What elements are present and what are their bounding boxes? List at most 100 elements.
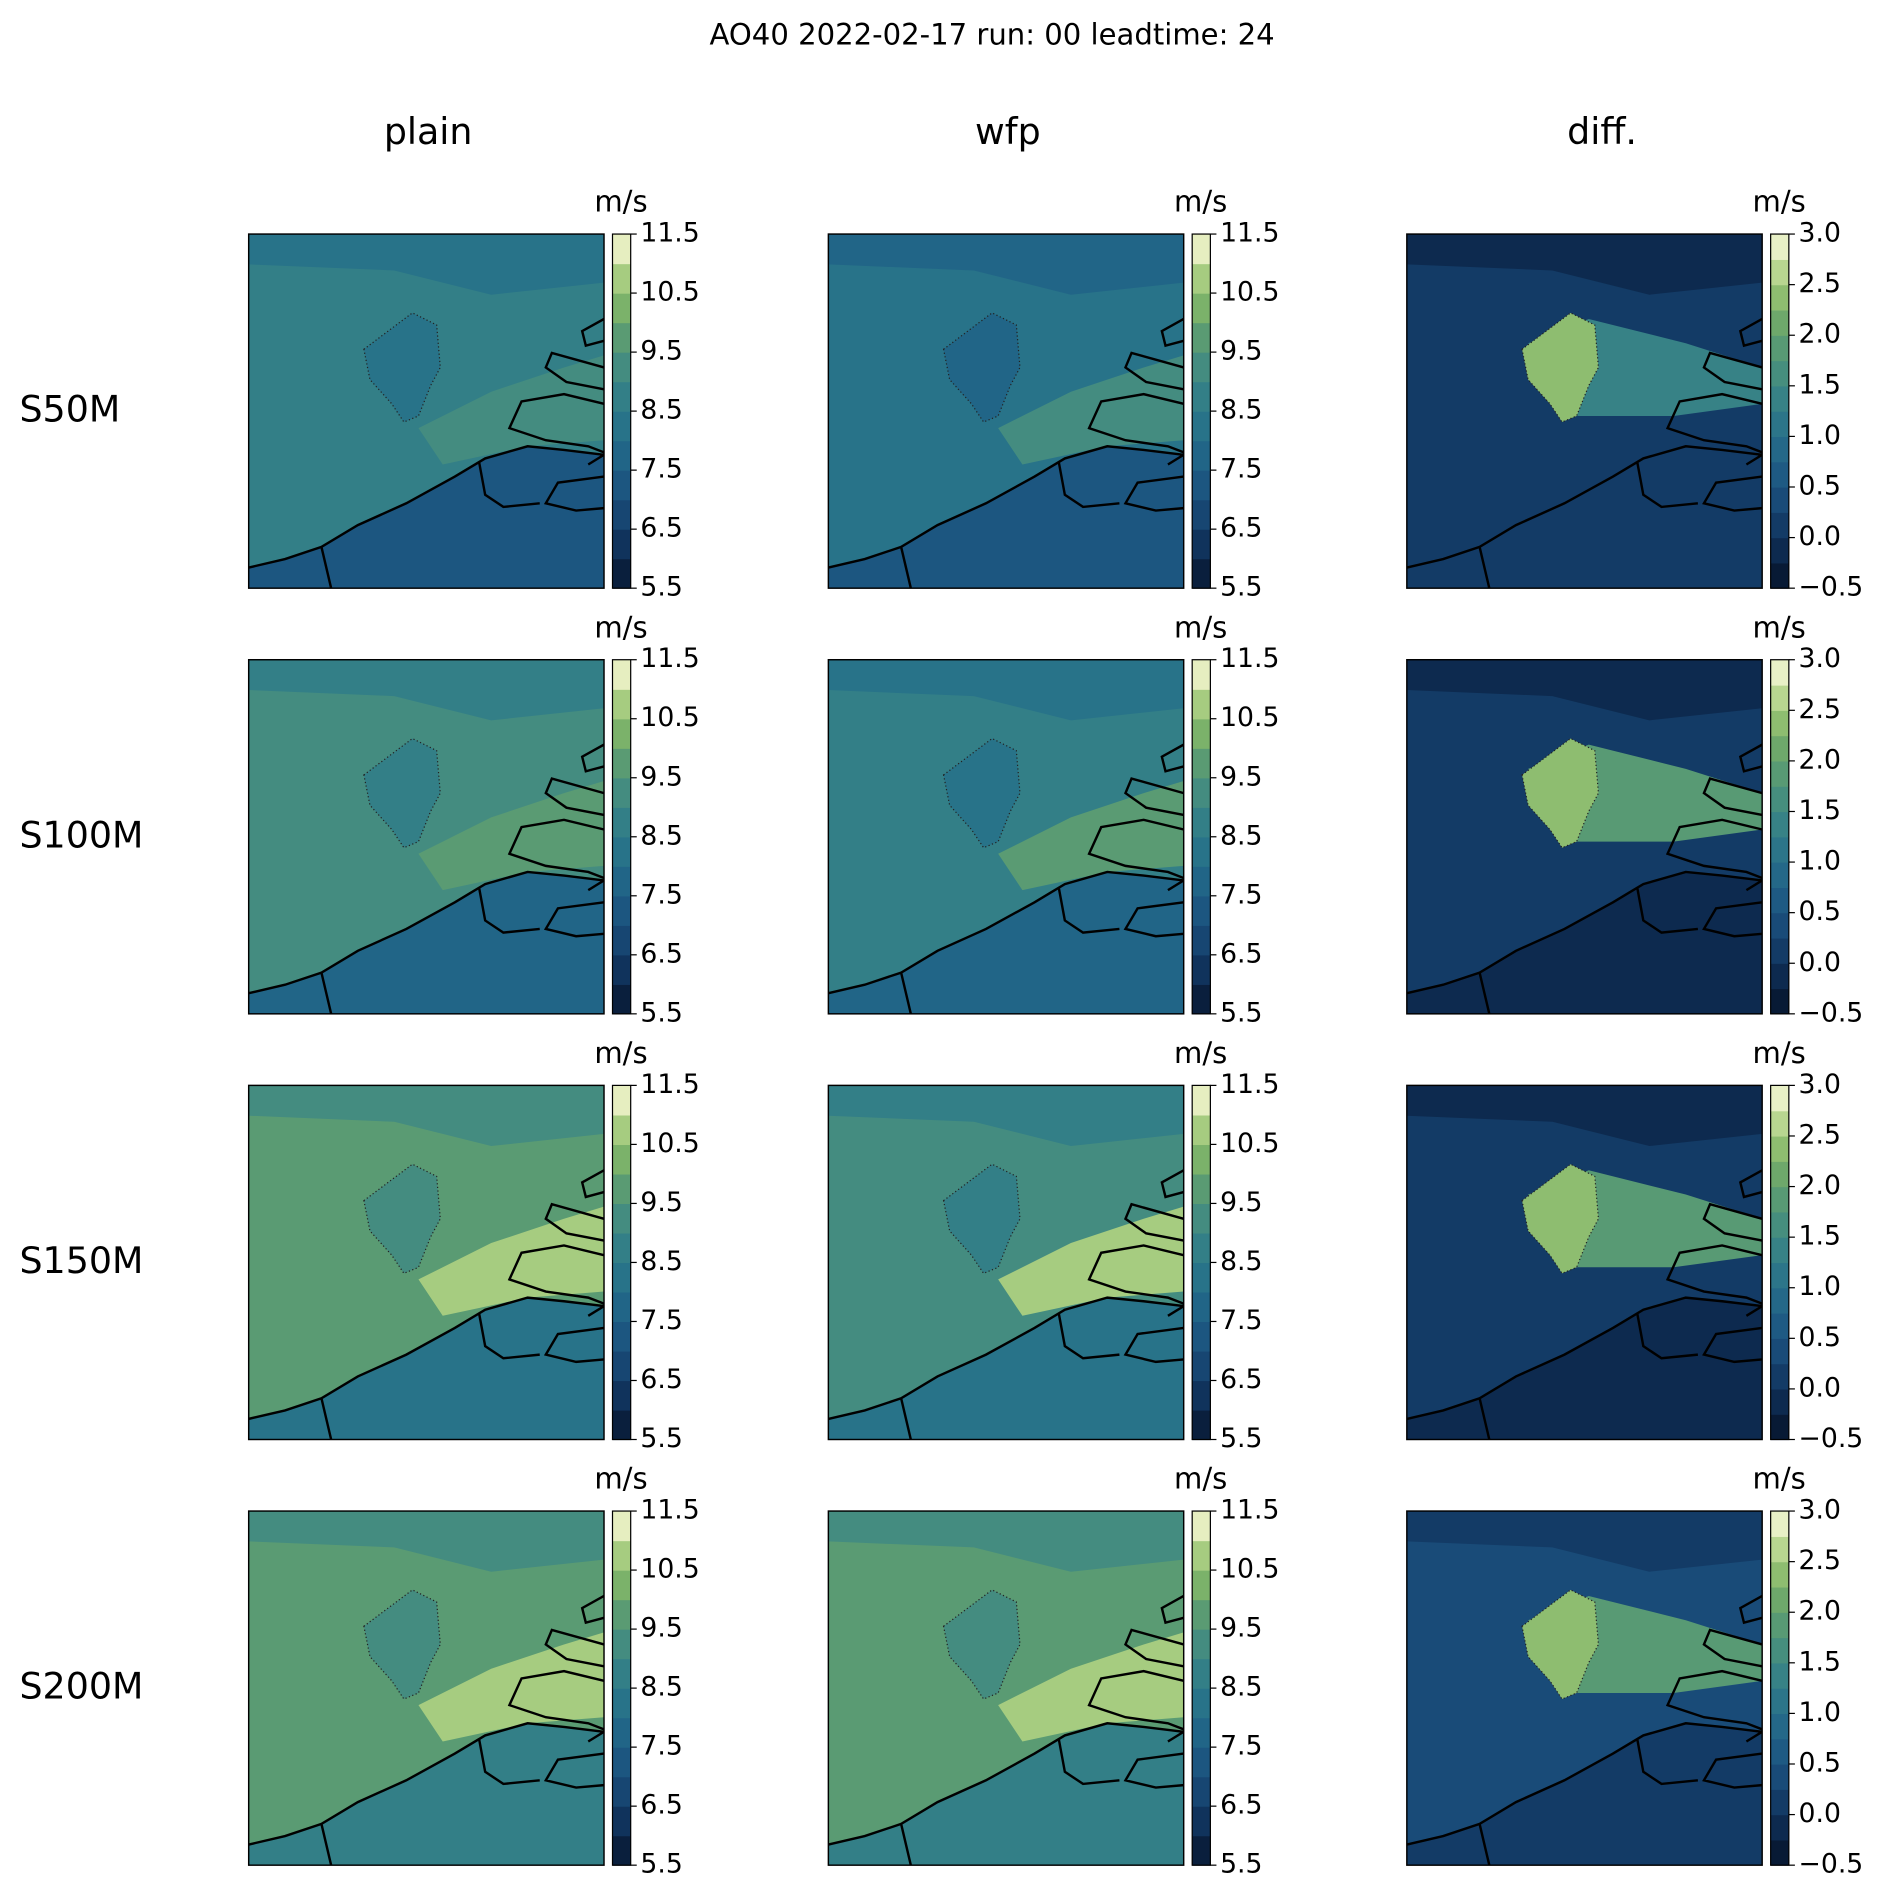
colorbar-band	[1192, 1806, 1211, 1837]
colorbar-band	[1192, 440, 1211, 471]
map-field	[1406, 1085, 1763, 1440]
colorbar-band	[1770, 360, 1789, 387]
field-light	[998, 1632, 1184, 1742]
colorbar-unit: m/s	[1752, 610, 1805, 644]
colorbar-band	[1770, 562, 1789, 589]
colorbar-band	[1770, 1186, 1789, 1213]
colorbar-tick-label: 5.5	[1220, 997, 1262, 1028]
field-light	[418, 1206, 605, 1316]
field-land	[1406, 1723, 1763, 1866]
colorbar-tick-label: 8.5	[1220, 395, 1262, 426]
field-land	[828, 871, 1184, 1014]
colorbar-tick-label: 9.5	[1220, 1187, 1262, 1218]
colorbar-tick-label: 7.5	[640, 1305, 682, 1336]
colorbar-band	[1192, 1291, 1211, 1323]
colorbar-tick-label: 1.0	[1799, 846, 1841, 877]
field-land	[1406, 871, 1763, 1014]
map-field	[248, 234, 605, 589]
field-land	[1406, 1297, 1763, 1440]
field-light	[998, 1206, 1184, 1316]
map-field	[828, 659, 1184, 1014]
islands	[1087, 1169, 1184, 1364]
colorbar-band	[1770, 811, 1789, 838]
colorbar-band	[612, 1232, 631, 1264]
colorbar-band	[1192, 234, 1211, 265]
islands	[507, 317, 605, 512]
field-land	[248, 871, 605, 1014]
colorbar-tick-label: 3.0	[1799, 1495, 1841, 1526]
colorbar-unit: m/s	[1752, 1462, 1805, 1496]
colorbar-band	[612, 1599, 631, 1630]
map-frame	[1406, 233, 1763, 589]
field-upper	[1406, 1511, 1763, 1572]
colorbar-band	[612, 1144, 631, 1175]
colorbar-band	[1192, 1144, 1211, 1175]
wind-farm	[363, 1589, 441, 1700]
colorbar-tick-label: 5.5	[1220, 1849, 1262, 1880]
colorbar-band	[1192, 1540, 1211, 1571]
colorbar-band	[1770, 1388, 1789, 1415]
map-panel	[247, 658, 605, 1015]
colorbar-tick-label: 9.5	[640, 336, 682, 367]
map-panel	[1406, 658, 1763, 1015]
row-title: S200M	[19, 1665, 143, 1708]
colorbar-tick-label: 8.5	[640, 1246, 682, 1277]
colorbar-band	[612, 1380, 631, 1411]
islands	[1087, 743, 1184, 938]
colorbar-band	[612, 1173, 631, 1205]
colorbar-unit: m/s	[594, 610, 647, 644]
colorbar-band	[1770, 710, 1789, 737]
colorbar-tick-label: 10.5	[1220, 277, 1279, 308]
map-panel	[827, 1510, 1185, 1866]
colorbar-band	[612, 1747, 631, 1778]
colorbar-tick-label: 7.5	[1220, 454, 1262, 485]
colorbar-tick-label: 9.5	[640, 1187, 682, 1218]
map-field	[828, 1085, 1184, 1440]
map-panel	[827, 233, 1185, 589]
colorbar-band	[1192, 689, 1211, 720]
colorbar-tick-label: 8.5	[1220, 820, 1262, 851]
colorbar-band	[1770, 1612, 1789, 1639]
colorbar-tick-label: 2.0	[1799, 1170, 1841, 1201]
colorbar-band	[1192, 1409, 1211, 1441]
wind-farm	[1521, 1589, 1600, 1700]
field-land	[828, 1297, 1184, 1440]
islands	[507, 1594, 605, 1789]
colorbar-band	[612, 1409, 631, 1441]
colorbar-band	[612, 1262, 631, 1293]
colorbar-band	[1770, 1262, 1789, 1289]
colorbar-band	[1770, 1814, 1789, 1841]
colorbar-band	[1192, 1658, 1211, 1689]
colorbar-tick-label: 10.5	[640, 1554, 699, 1585]
colorbar-tick-label: 1.5	[1799, 1221, 1841, 1252]
row-title: S150M	[19, 1239, 143, 1282]
colorbar-band	[612, 263, 631, 294]
colorbar-band	[1192, 1570, 1211, 1601]
colorbar-tick-label: 2.0	[1799, 1596, 1841, 1627]
colorbar-tick-label: 9.5	[1220, 1613, 1262, 1644]
wind-farm	[1521, 1163, 1600, 1275]
colorbar-tick-label: 1.5	[1799, 1646, 1841, 1677]
colorbar-band	[1770, 963, 1789, 990]
field-land	[828, 446, 1184, 589]
colorbar-band	[1192, 925, 1211, 956]
map-frame	[247, 1510, 605, 1866]
colorbar-band	[1770, 1161, 1789, 1188]
map-frame	[827, 1084, 1185, 1441]
colorbar-tick-label: 6.5	[640, 938, 682, 969]
colorbar-tick-label: 1.5	[1799, 369, 1841, 400]
colorbar-band	[1192, 1114, 1211, 1146]
colorbar-tick-label: 11.5	[640, 1069, 699, 1100]
colorbar-tick-label: 3.0	[1799, 643, 1841, 674]
field-land	[248, 1723, 605, 1866]
colorbar-tick-label: 7.5	[640, 879, 682, 910]
colorbar-band	[1192, 895, 1211, 926]
colorbar-tick-label: 10.5	[1220, 1128, 1279, 1159]
colorbar-band	[1192, 263, 1211, 294]
colorbar-tick-label: 7.5	[1220, 879, 1262, 910]
wind-farm	[1521, 312, 1600, 423]
colorbar-band	[1770, 1085, 1789, 1112]
colorbar-band	[1770, 735, 1789, 762]
colorbar-band	[1770, 1287, 1789, 1314]
